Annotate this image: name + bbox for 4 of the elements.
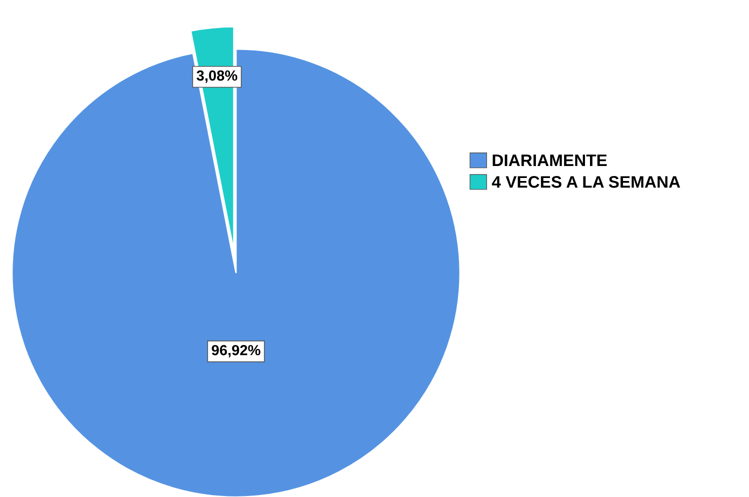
data-label: 3,08% (196, 70, 238, 83)
legend-label: DIARIAMENTE (492, 154, 607, 166)
data-label: 96,92% (212, 344, 260, 358)
legend-label: 4 VECES A LA SEMANA (492, 176, 680, 188)
